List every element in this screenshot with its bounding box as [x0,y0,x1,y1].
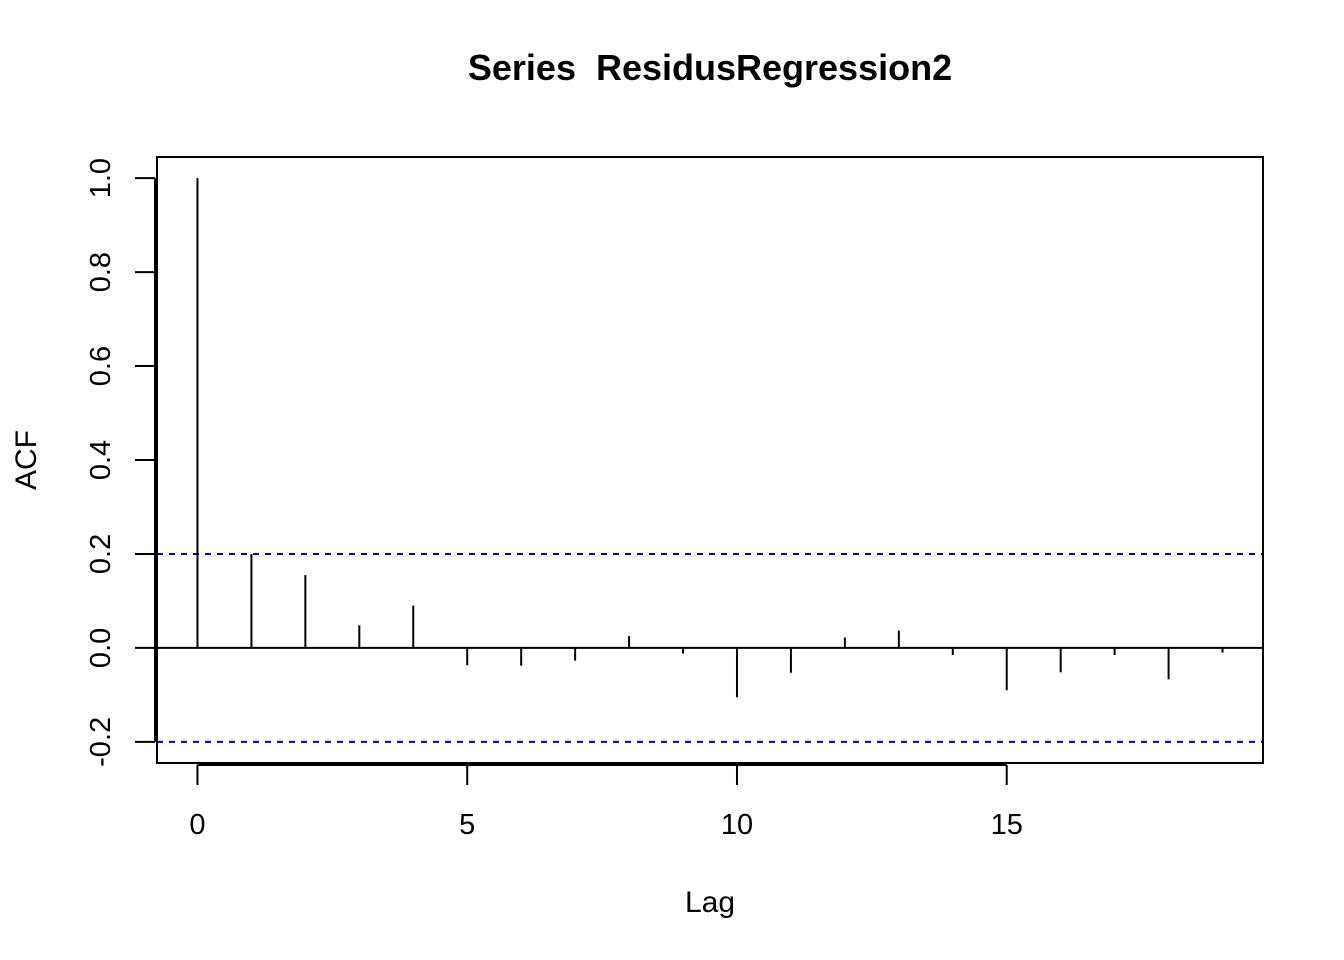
x-tick-label: 10 [721,809,753,841]
plot-frame [156,156,1264,764]
x-tick-label: 15 [991,809,1023,841]
y-tick-label: 0.6 [85,346,117,386]
y-tick-label: 0.0 [85,628,117,668]
x-axis-label: Lag [685,886,735,919]
y-tick-label: 0.2 [85,534,117,574]
y-tick-label: 0.8 [85,252,117,292]
chart-title: Series ResidusRegression2 [468,47,952,88]
y-tick-label: 1.0 [85,158,117,198]
y-tick-label: 0.4 [85,440,117,480]
x-tick-label: 5 [459,809,475,841]
plot-layer: 0 5 10 15 -0.2 0.0 0.2 0.4 0.6 0.8 1.0 [85,156,1264,841]
x-tick-label: 0 [189,809,205,841]
y-tick-label: -0.2 [85,717,117,767]
y-axis-label: ACF [10,430,43,490]
